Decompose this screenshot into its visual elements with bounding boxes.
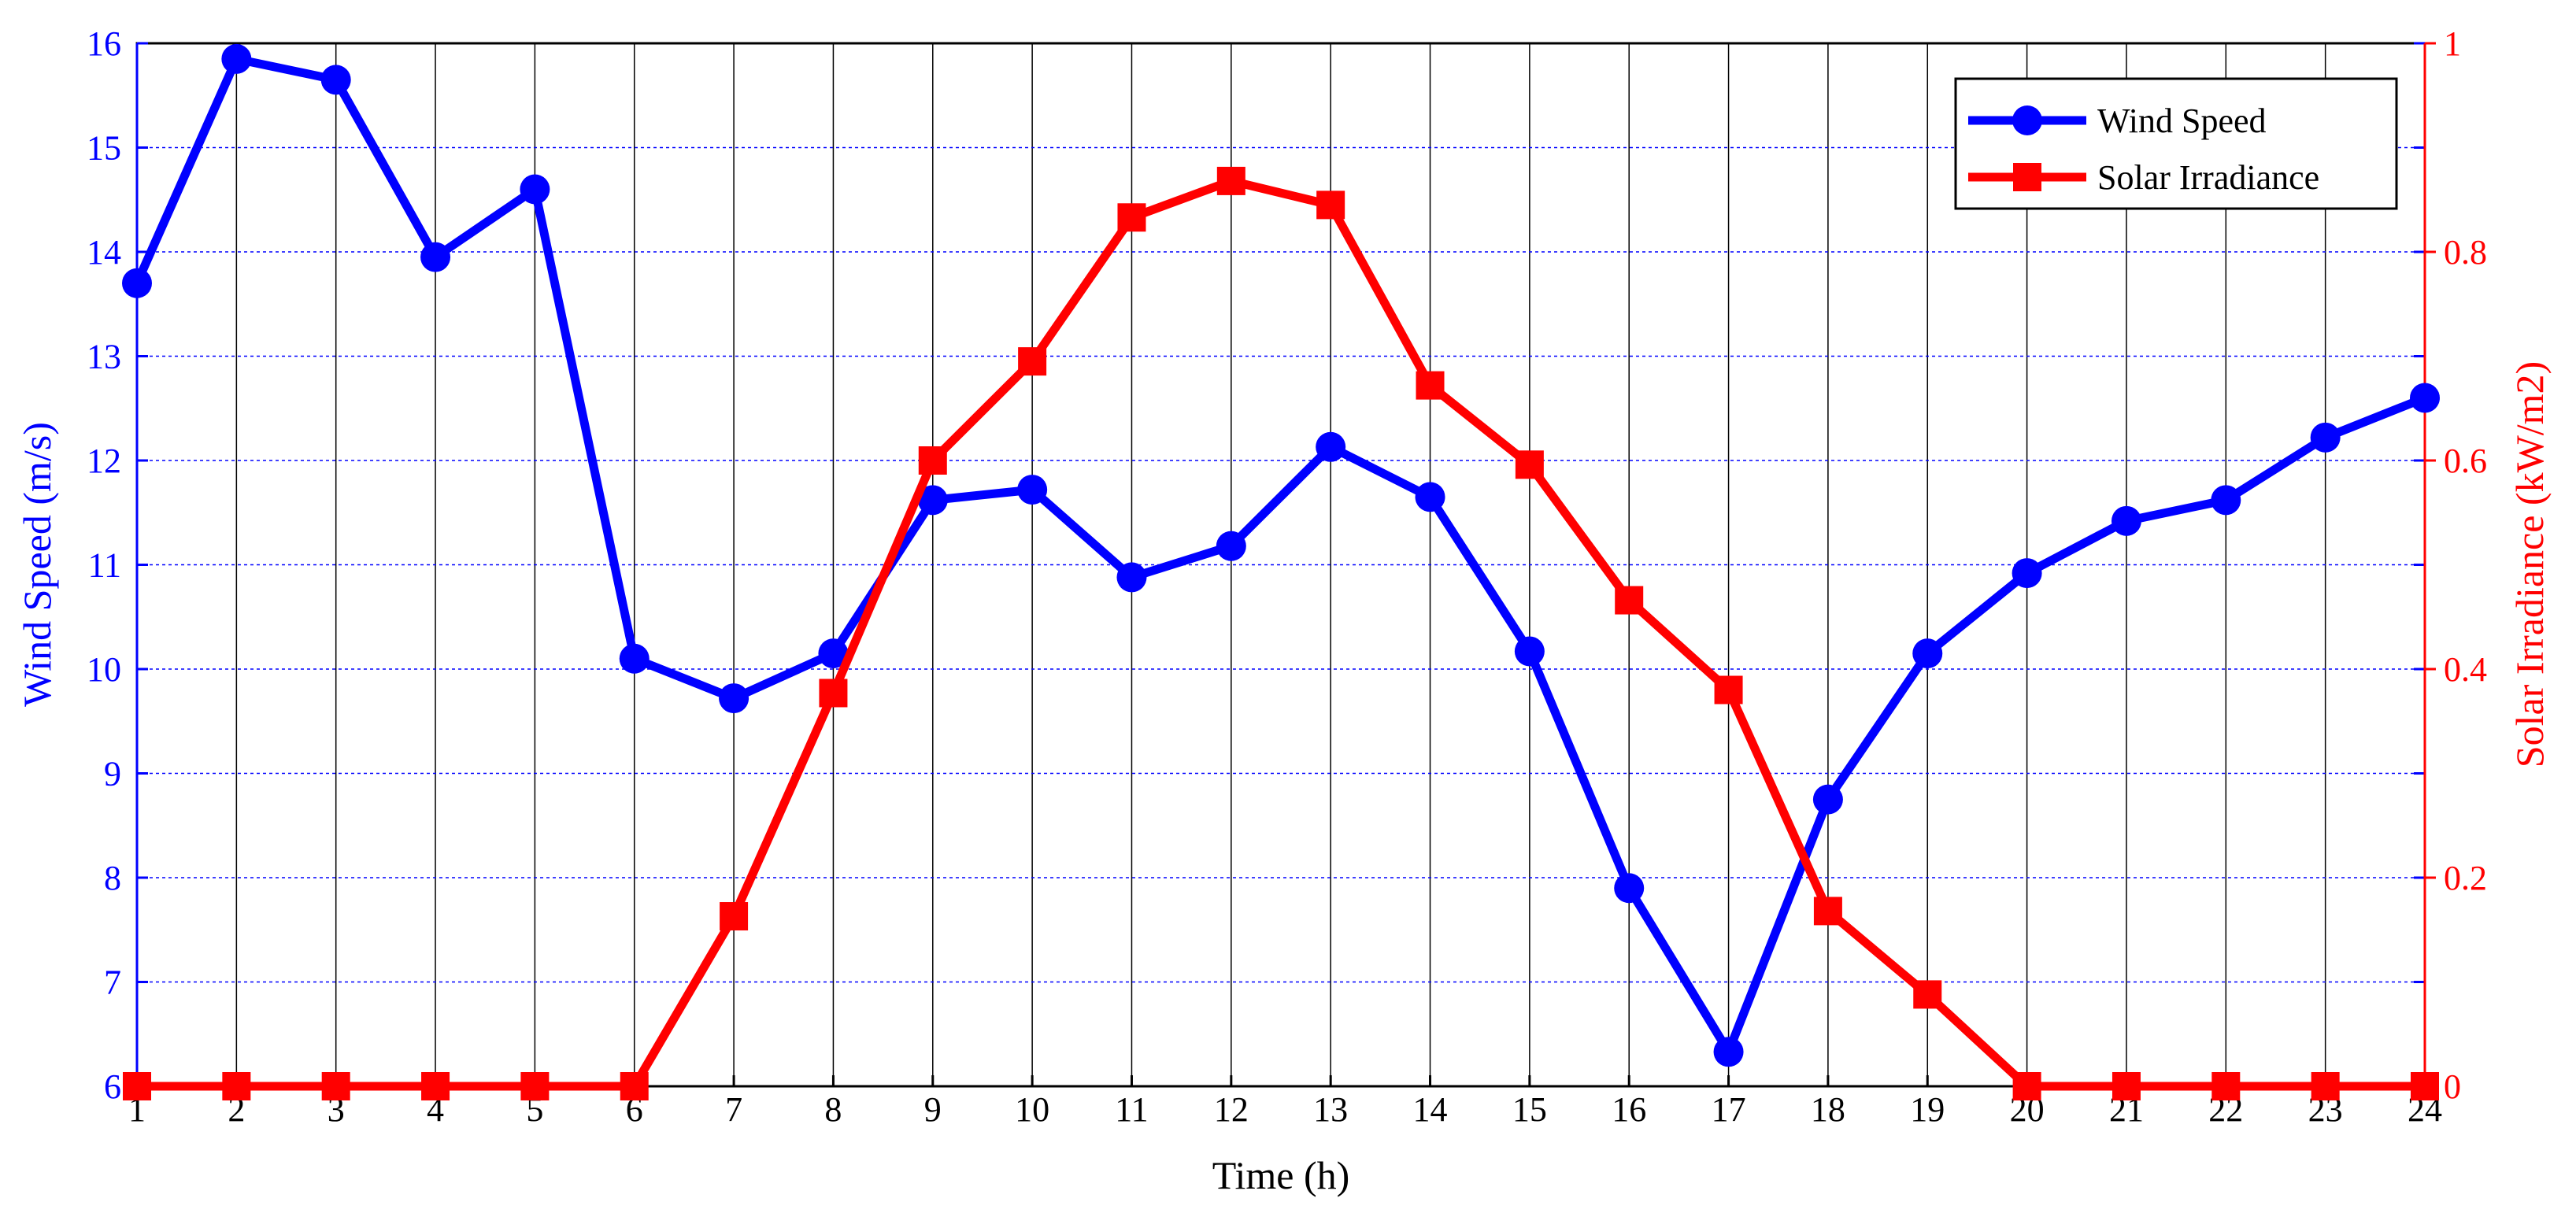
left-y-tick-label: 14	[87, 233, 121, 272]
right-y-tick-label: 0.8	[2444, 233, 2487, 272]
wind-speed-point	[1116, 562, 1147, 593]
solar-irradiance-point	[819, 679, 848, 708]
legend: Wind Speed Solar Irradiance	[1954, 77, 2398, 210]
x-tick-label: 19	[1910, 1090, 1945, 1129]
legend-wind-marker	[2012, 105, 2042, 135]
x-tick-label: 10	[1015, 1090, 1049, 1129]
solar-irradiance-point	[2311, 1072, 2340, 1100]
wind-speed-point	[917, 485, 948, 516]
wind-speed-point	[1713, 1037, 1744, 1067]
solar-irradiance-point	[1117, 203, 1146, 232]
wind-speed-point	[2111, 505, 2141, 536]
wind-speed-point	[2211, 485, 2241, 516]
right-y-tick-label: 0.2	[2444, 859, 2487, 897]
wind-speed-point	[1216, 531, 1246, 561]
x-tick-label: 18	[1811, 1090, 1845, 1129]
solar-irradiance-point	[1714, 675, 1743, 705]
wind-speed-point	[1316, 431, 1346, 462]
solar-irradiance-point	[1216, 166, 1245, 195]
left-y-tick-label: 11	[88, 546, 121, 585]
wind-speed-point	[719, 683, 749, 714]
solar-irradiance-point	[2211, 1072, 2241, 1100]
wind-speed-point	[122, 268, 152, 298]
solar-irradiance-point	[321, 1072, 350, 1100]
right-y-tick-label: 1	[2444, 24, 2461, 63]
solar-irradiance-point	[1615, 586, 1644, 615]
right-y-tick-label: 0.4	[2444, 650, 2487, 689]
right-y-axis-title: Solar Irradiance (kW/m2)	[2508, 361, 2552, 767]
wind-speed-line	[132, 54, 2427, 1056]
solar-irradiance-point	[2411, 1072, 2439, 1100]
wind-speed-point	[619, 643, 650, 674]
solar-irradiance-point	[1913, 980, 1942, 1009]
x-tick-label: 12	[1214, 1090, 1249, 1129]
axis-ticks: 1 2 3 4 5 6 7 8 9 10 11 12 13 14 15 16 17 18 19 20 21 22 23 246…	[87, 24, 2487, 1129]
legend-solar-label: Solar Irradiance	[2097, 158, 2319, 197]
x-tick-label: 14	[1413, 1090, 1448, 1129]
left-y-tick-label: 12	[87, 442, 121, 480]
wind-speed-point	[818, 638, 849, 669]
left-y-tick-label: 6	[104, 1067, 121, 1106]
legend-solar-marker	[2013, 163, 2041, 191]
left-y-tick-label: 10	[87, 650, 121, 689]
solar-irradiance-point	[720, 902, 749, 931]
wind-speed-point	[520, 174, 550, 205]
solar-irradiance-point	[123, 1072, 151, 1100]
x-tick-label: 7	[725, 1090, 742, 1129]
right-y-tick-label: 0.6	[2444, 442, 2487, 480]
solar-irradiance-point	[520, 1072, 550, 1100]
x-tick-label: 9	[924, 1090, 942, 1129]
wind-speed-point	[1514, 636, 1545, 667]
legend-wind-label: Wind Speed	[2097, 102, 2267, 140]
left-y-tick-label: 15	[87, 129, 121, 168]
x-tick-label: 15	[1512, 1090, 1547, 1129]
wind-speed-point	[1912, 638, 1943, 669]
left-y-tick-label: 16	[87, 24, 121, 63]
x-tick-label: 8	[824, 1090, 842, 1129]
series	[122, 43, 2440, 1100]
wind-speed-point	[1812, 784, 1843, 815]
left-y-tick-label: 8	[104, 859, 121, 897]
wind-speed-point	[420, 242, 451, 272]
solar-irradiance-point	[2012, 1072, 2041, 1100]
solar-irradiance-point	[222, 1072, 251, 1100]
wind-speed-point	[1614, 873, 1645, 904]
x-axis-title: Time (h)	[1212, 1153, 1350, 1197]
wind-speed-point	[221, 43, 252, 74]
wind-speed-point	[1017, 475, 1048, 505]
x-tick-label: 16	[1612, 1090, 1646, 1129]
solar-irradiance-point	[1316, 190, 1345, 220]
solar-irradiance-line	[137, 176, 2425, 1091]
solar-irradiance-point	[918, 446, 947, 475]
left-y-tick-label: 7	[104, 963, 121, 1002]
x-tick-label: 11	[1115, 1090, 1148, 1129]
x-tick-label: 13	[1313, 1090, 1348, 1129]
x-tick-label: 17	[1712, 1090, 1746, 1129]
wind-speed-point	[2410, 383, 2440, 413]
left-y-tick-label: 13	[87, 338, 121, 376]
solar-irradiance-point	[421, 1072, 450, 1100]
wind-speed-point	[320, 65, 351, 95]
left-y-axis-title: Wind Speed (m/s)	[15, 422, 59, 707]
solar-irradiance-point	[1813, 897, 1842, 926]
left-y-tick-label: 9	[104, 755, 121, 793]
solar-irradiance-point	[620, 1072, 649, 1100]
solar-irradiance-point	[2112, 1072, 2141, 1100]
wind-speed-point	[2012, 558, 2042, 589]
right-y-tick-label: 0	[2444, 1067, 2461, 1106]
solar-irradiance-point	[1018, 347, 1047, 376]
wind-speed-point	[2310, 422, 2341, 453]
solar-irradiance-point	[1416, 371, 1445, 400]
wind-speed-point	[1415, 482, 1445, 512]
solar-irradiance-point	[1515, 450, 1544, 479]
